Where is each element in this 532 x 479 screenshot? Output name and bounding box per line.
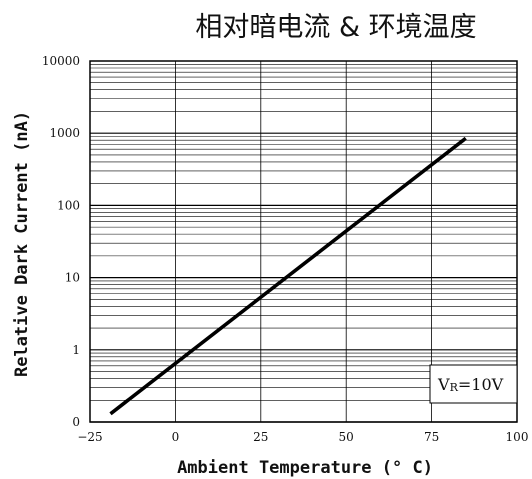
x-tick-label: 25 <box>253 430 268 444</box>
annotation-text: VR=10V <box>437 375 504 394</box>
y-tick-label: 0 <box>72 415 80 429</box>
x-tick-labels: −25 0 25 50 75 100 <box>77 430 528 444</box>
y-tick-label: 10 <box>65 271 80 285</box>
x-tick-label: 75 <box>424 430 439 444</box>
y-tick-labels: 0 1 10 100 1000 10000 <box>42 54 80 429</box>
y-axis-label: Relative Dark Current (nA) <box>12 111 32 377</box>
y-tick-label: 1000 <box>49 126 80 140</box>
x-tick-label: 100 <box>506 430 529 444</box>
y-tick-label: 100 <box>57 198 80 212</box>
x-axis-label: Ambient Temperature (° C) <box>177 458 433 478</box>
y-tick-label: 10000 <box>42 54 80 68</box>
x-tick-label: 50 <box>339 430 354 444</box>
x-tick-label: −25 <box>77 430 102 444</box>
x-tick-label: 0 <box>172 430 180 444</box>
plot-frame <box>89 60 518 423</box>
annotation-box <box>429 364 518 404</box>
y-tick-label: 1 <box>72 343 80 357</box>
series-line <box>109 136 467 416</box>
chart-title: 相对暗电流 & 环境温度 <box>195 12 476 43</box>
voltage-annotation: VR=10V <box>429 364 518 404</box>
series-layer <box>109 136 467 416</box>
